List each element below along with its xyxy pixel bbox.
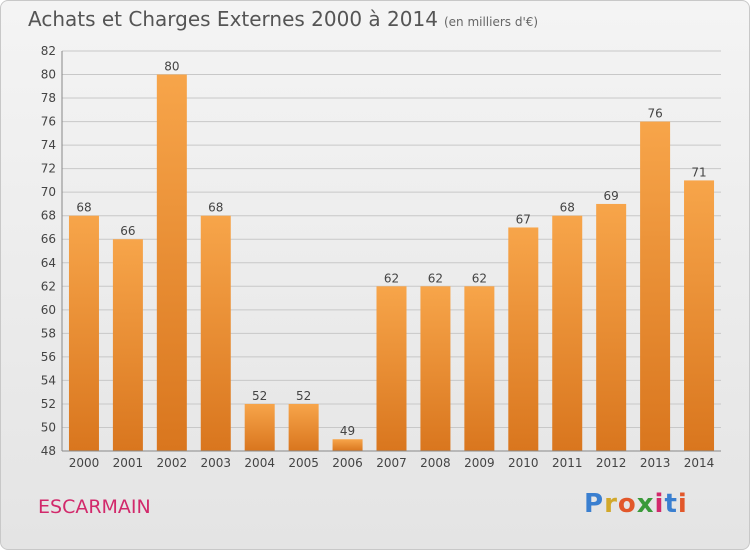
- y-tick-label: 72: [41, 162, 56, 176]
- bar-2012: [596, 203, 627, 451]
- value-label-2008: 62: [428, 271, 443, 285]
- y-tick-label: 60: [41, 303, 56, 317]
- bar-2005: [288, 403, 319, 451]
- y-tick-label: 78: [41, 91, 56, 105]
- bar-2008: [420, 286, 451, 451]
- y-tick-label: 68: [41, 209, 56, 223]
- bar-2001: [112, 239, 143, 451]
- logo-letter: i: [654, 489, 665, 519]
- value-label-2007: 62: [384, 271, 399, 285]
- commune-name: ESCARMAIN: [38, 496, 151, 518]
- bar-2010: [508, 227, 539, 451]
- y-tick-label: 82: [41, 44, 56, 58]
- proxiti-logo: Proxiti: [584, 489, 688, 519]
- y-tick-label: 58: [41, 326, 56, 340]
- y-tick-label: 54: [41, 373, 56, 387]
- y-tick-label: 64: [41, 256, 56, 270]
- bar-2013: [640, 121, 671, 452]
- value-label-2014: 71: [691, 165, 706, 179]
- x-tick-label-2003: 2003: [200, 456, 231, 470]
- y-tick-label: 62: [41, 279, 56, 293]
- x-tick-label-2001: 2001: [113, 456, 144, 470]
- logo-letter: x: [636, 489, 655, 519]
- value-label-2004: 52: [252, 389, 267, 403]
- bar-2014: [684, 180, 715, 452]
- logo-letter: i: [677, 489, 688, 519]
- value-label-2011: 68: [560, 201, 575, 215]
- x-tick-label-2014: 2014: [684, 456, 715, 470]
- bar-2004: [244, 403, 275, 451]
- bars: 68 66 80 68 52 52 49 62 62 62 67 68 69 76 71: [68, 60, 715, 452]
- x-tick-label-2009: 2009: [464, 456, 495, 470]
- x-tick-label-2012: 2012: [596, 456, 627, 470]
- y-tick-label: 66: [41, 232, 56, 246]
- chart-title-text: Achats et Charges Externes 2000 à 2014: [28, 7, 438, 31]
- y-tick-label: 48: [41, 444, 56, 458]
- x-tick-label-2004: 2004: [244, 456, 275, 470]
- x-tick-label-2013: 2013: [640, 456, 671, 470]
- y-tick-label: 76: [41, 115, 56, 129]
- x-tick-label-2011: 2011: [552, 456, 583, 470]
- y-tick-label: 74: [41, 138, 56, 152]
- bar-2002: [156, 74, 187, 451]
- y-tick-label: 56: [41, 350, 56, 364]
- bar-2003: [200, 215, 231, 451]
- value-label-2013: 76: [647, 107, 662, 121]
- bar-2009: [464, 286, 495, 451]
- x-tick-label-2010: 2010: [508, 456, 539, 470]
- bar-2011: [552, 215, 583, 451]
- value-label-2003: 68: [208, 201, 223, 215]
- x-tick-label-2008: 2008: [420, 456, 451, 470]
- value-label-2009: 62: [472, 271, 487, 285]
- logo-letter: P: [584, 489, 605, 519]
- y-tick-label: 52: [41, 397, 56, 411]
- bar-2006: [332, 439, 363, 451]
- value-label-2010: 67: [516, 212, 531, 226]
- x-tick-label-2002: 2002: [157, 456, 188, 470]
- bar-2000: [68, 215, 99, 451]
- logo-letter: r: [604, 489, 618, 519]
- value-label-2005: 52: [296, 389, 311, 403]
- value-label-2000: 68: [76, 201, 91, 215]
- x-tick-label-2006: 2006: [332, 456, 363, 470]
- y-tick-label: 50: [41, 420, 56, 434]
- logo-letter: o: [617, 489, 637, 519]
- y-tick-label: 80: [41, 68, 56, 82]
- value-label-2002: 80: [164, 60, 179, 74]
- x-tick-label-2007: 2007: [376, 456, 407, 470]
- value-label-2012: 69: [604, 189, 619, 203]
- axes: 48 50 52 54 56 58 60 62 64 66 68 70 72 74 76 78 80 82 2000…: [41, 44, 721, 470]
- x-tick-label-2005: 2005: [288, 456, 319, 470]
- value-label-2006: 49: [340, 424, 355, 438]
- logo-letter: t: [664, 489, 678, 519]
- chart-title: Achats et Charges Externes 2000 à 2014 (e…: [28, 7, 538, 31]
- x-tick-label-2000: 2000: [69, 456, 100, 470]
- y-tick-label: 70: [41, 185, 56, 199]
- chart-subtitle: (en milliers d'€): [443, 15, 539, 29]
- bar-2007: [376, 286, 407, 451]
- value-label-2001: 66: [120, 224, 135, 238]
